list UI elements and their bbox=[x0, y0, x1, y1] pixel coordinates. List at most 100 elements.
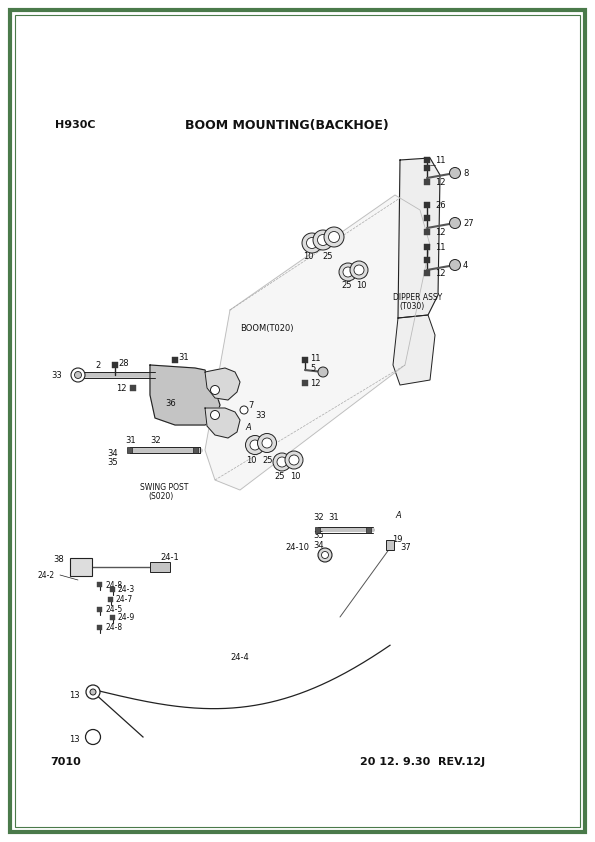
Bar bbox=[110, 615, 115, 620]
Text: 26: 26 bbox=[435, 200, 446, 210]
Text: 13: 13 bbox=[70, 690, 80, 700]
Text: 12: 12 bbox=[117, 383, 127, 392]
Text: 24-8: 24-8 bbox=[105, 580, 122, 589]
Text: 33: 33 bbox=[51, 370, 62, 380]
Bar bbox=[302, 357, 308, 363]
Circle shape bbox=[246, 435, 265, 455]
Polygon shape bbox=[393, 315, 435, 385]
Bar bbox=[127, 447, 132, 453]
Text: 25: 25 bbox=[274, 472, 284, 481]
Bar bbox=[424, 157, 430, 163]
Text: 24-2: 24-2 bbox=[38, 571, 55, 579]
Circle shape bbox=[211, 411, 220, 419]
Text: 10: 10 bbox=[356, 280, 367, 290]
Text: 38: 38 bbox=[53, 556, 64, 564]
Bar bbox=[424, 202, 430, 208]
Polygon shape bbox=[205, 408, 240, 438]
Bar bbox=[302, 380, 308, 386]
Bar bbox=[97, 607, 102, 612]
Text: A: A bbox=[245, 423, 250, 431]
Text: 24-7: 24-7 bbox=[116, 595, 133, 605]
Text: 24-3: 24-3 bbox=[118, 585, 135, 594]
Text: 32: 32 bbox=[313, 514, 324, 523]
Text: 27: 27 bbox=[463, 219, 474, 227]
Bar bbox=[110, 587, 115, 592]
Bar bbox=[150, 562, 170, 572]
Text: 10: 10 bbox=[246, 456, 256, 465]
Text: 7010: 7010 bbox=[50, 757, 81, 767]
Bar bbox=[108, 597, 113, 602]
Circle shape bbox=[318, 235, 328, 246]
Circle shape bbox=[258, 434, 277, 452]
Circle shape bbox=[289, 455, 299, 465]
Bar bbox=[424, 244, 430, 250]
Circle shape bbox=[302, 233, 322, 253]
Circle shape bbox=[350, 261, 368, 279]
Circle shape bbox=[449, 168, 461, 179]
Circle shape bbox=[321, 552, 328, 558]
Text: SWING POST: SWING POST bbox=[140, 482, 189, 492]
Text: 28: 28 bbox=[118, 359, 129, 367]
Circle shape bbox=[339, 263, 357, 281]
Text: 12: 12 bbox=[435, 227, 446, 237]
Text: 24-10: 24-10 bbox=[285, 543, 309, 552]
Text: 31: 31 bbox=[328, 514, 339, 523]
Bar bbox=[130, 385, 136, 391]
Text: 10: 10 bbox=[290, 472, 300, 481]
Circle shape bbox=[262, 438, 272, 448]
Text: A: A bbox=[395, 510, 401, 520]
Circle shape bbox=[343, 267, 353, 277]
Bar bbox=[424, 229, 430, 235]
Circle shape bbox=[449, 217, 461, 228]
Circle shape bbox=[306, 237, 318, 248]
Text: 10: 10 bbox=[303, 252, 314, 260]
Bar bbox=[193, 447, 198, 453]
Circle shape bbox=[90, 689, 96, 695]
Text: 34: 34 bbox=[107, 449, 118, 457]
Text: 19: 19 bbox=[392, 536, 402, 545]
Circle shape bbox=[318, 367, 328, 377]
Text: 11: 11 bbox=[310, 354, 321, 363]
Text: 31: 31 bbox=[125, 435, 136, 445]
Text: 12: 12 bbox=[435, 178, 446, 186]
Text: 31: 31 bbox=[178, 353, 189, 361]
Circle shape bbox=[86, 729, 101, 744]
Text: 25: 25 bbox=[262, 456, 273, 465]
Bar bbox=[424, 270, 430, 276]
Text: 24-5: 24-5 bbox=[105, 605, 122, 615]
Circle shape bbox=[250, 440, 260, 450]
Text: 24-8: 24-8 bbox=[105, 623, 122, 632]
Text: BOOM(T020): BOOM(T020) bbox=[240, 323, 293, 333]
Text: 33: 33 bbox=[255, 411, 266, 419]
Text: 24-9: 24-9 bbox=[118, 614, 135, 622]
Text: 5: 5 bbox=[310, 364, 315, 372]
Text: 36: 36 bbox=[165, 398, 176, 408]
Text: 2: 2 bbox=[95, 360, 100, 370]
Bar bbox=[112, 362, 118, 368]
Bar bbox=[424, 257, 430, 263]
Circle shape bbox=[240, 406, 248, 414]
Circle shape bbox=[277, 457, 287, 467]
Text: 12: 12 bbox=[310, 379, 321, 387]
Circle shape bbox=[354, 265, 364, 275]
Circle shape bbox=[328, 232, 340, 242]
Polygon shape bbox=[205, 195, 430, 490]
Circle shape bbox=[86, 685, 100, 699]
Text: 12: 12 bbox=[435, 269, 446, 278]
Text: 34: 34 bbox=[313, 541, 324, 550]
Text: H930C: H930C bbox=[55, 120, 96, 130]
Circle shape bbox=[74, 371, 82, 379]
Text: 20 12. 9.30  REV.12J: 20 12. 9.30 REV.12J bbox=[360, 757, 485, 767]
Polygon shape bbox=[398, 158, 440, 318]
Bar bbox=[424, 215, 430, 221]
Text: 32: 32 bbox=[150, 435, 161, 445]
Text: 8: 8 bbox=[463, 168, 468, 178]
Text: (S020): (S020) bbox=[148, 492, 173, 500]
Circle shape bbox=[211, 386, 220, 395]
Bar bbox=[315, 527, 320, 533]
Circle shape bbox=[324, 227, 344, 247]
Bar bbox=[97, 582, 102, 587]
Circle shape bbox=[285, 451, 303, 469]
Circle shape bbox=[313, 230, 333, 250]
Text: 24-1: 24-1 bbox=[160, 552, 178, 562]
